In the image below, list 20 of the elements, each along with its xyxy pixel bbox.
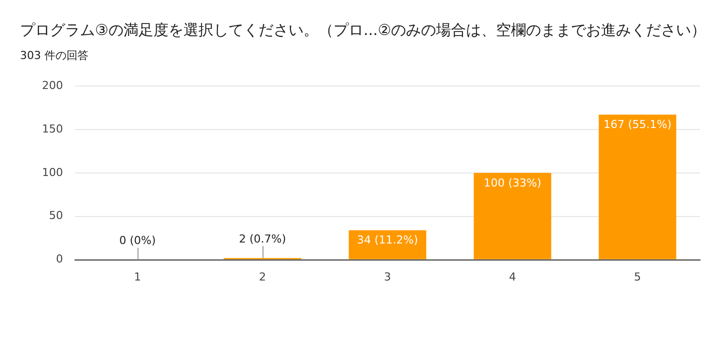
- x-tick-label: 3: [384, 270, 391, 284]
- x-tick-label: 2: [258, 270, 266, 284]
- data-label: 34 (11.2%): [356, 234, 418, 247]
- data-label: 2 (0.7%): [238, 232, 286, 246]
- data-label: 0 (0%): [119, 234, 156, 248]
- x-tick-label: 4: [509, 270, 516, 284]
- y-tick-label: 50: [48, 209, 63, 222]
- y-tick-label: 0: [56, 252, 63, 266]
- bar: [348, 230, 426, 260]
- bar: [474, 172, 552, 260]
- chart-title: プログラム③の満足度を選択してください。（プロ...②のみの場合は、空欄のままでお進みください）: [20, 21, 706, 40]
- chart-subtitle: 303 件の回答: [20, 48, 88, 63]
- y-tick-label: 200: [42, 78, 63, 92]
- x-tick-label: 1: [134, 270, 141, 284]
- bar: [598, 114, 676, 260]
- y-tick-label: 150: [42, 122, 63, 136]
- y-tick-label: 100: [42, 166, 63, 179]
- data-label: 100 (33%): [484, 176, 542, 190]
- x-tick-label: 5: [634, 270, 641, 284]
- data-label: 167 (55.1%): [603, 118, 672, 132]
